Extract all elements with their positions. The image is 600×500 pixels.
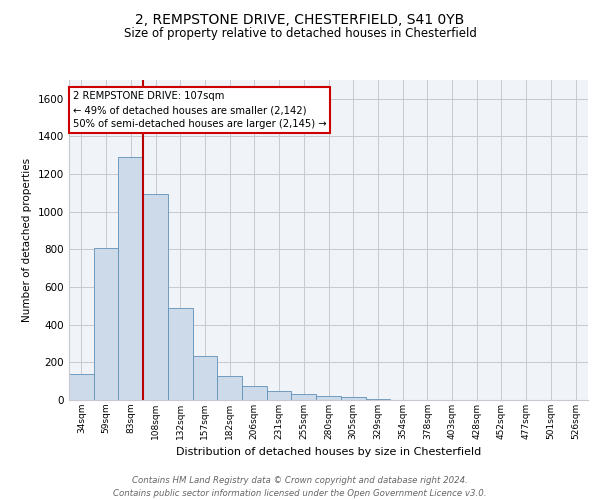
Bar	[267, 390, 292, 400]
Bar	[316, 396, 341, 400]
Bar	[69, 374, 94, 400]
Y-axis label: Number of detached properties: Number of detached properties	[22, 158, 32, 322]
Bar	[365, 399, 390, 400]
Bar	[292, 394, 316, 400]
Bar	[193, 356, 217, 400]
Bar	[143, 194, 168, 400]
Text: 2 REMPSTONE DRIVE: 107sqm
← 49% of detached houses are smaller (2,142)
50% of se: 2 REMPSTONE DRIVE: 107sqm ← 49% of detac…	[73, 92, 326, 130]
Text: Contains HM Land Registry data © Crown copyright and database right 2024.: Contains HM Land Registry data © Crown c…	[132, 476, 468, 485]
Bar	[217, 376, 242, 400]
Text: Contains public sector information licensed under the Open Government Licence v3: Contains public sector information licen…	[113, 489, 487, 498]
Bar	[168, 308, 193, 400]
Text: 2, REMPSTONE DRIVE, CHESTERFIELD, S41 0YB: 2, REMPSTONE DRIVE, CHESTERFIELD, S41 0Y…	[136, 12, 464, 26]
Bar	[118, 157, 143, 400]
Bar	[94, 248, 118, 400]
Text: Size of property relative to detached houses in Chesterfield: Size of property relative to detached ho…	[124, 28, 476, 40]
Bar	[341, 397, 365, 400]
X-axis label: Distribution of detached houses by size in Chesterfield: Distribution of detached houses by size …	[176, 448, 481, 458]
Bar	[242, 386, 267, 400]
